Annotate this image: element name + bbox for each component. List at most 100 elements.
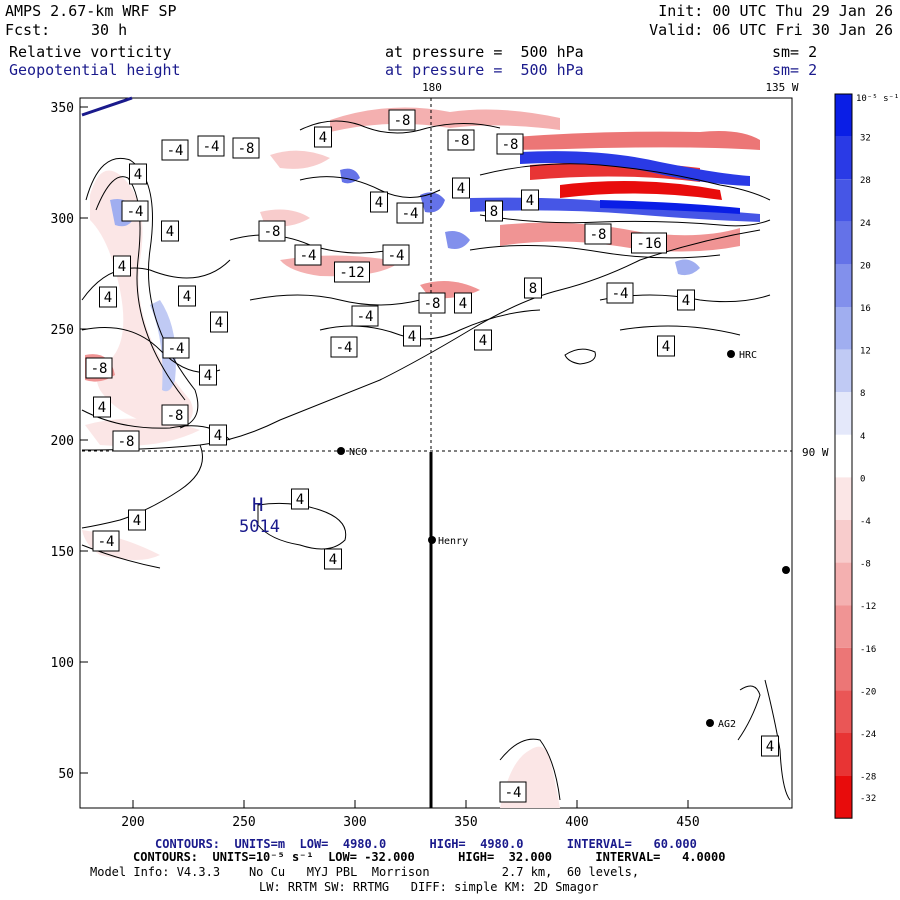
contour-label: 4 (314, 126, 332, 148)
contour-label: 8 (524, 277, 542, 299)
contour-label: -4 (499, 781, 527, 803)
contour-value: -4 (612, 286, 629, 302)
contour-label: 4 (403, 325, 421, 347)
lon-label-90w: 90 W (802, 446, 829, 459)
station-label: HRC (739, 350, 757, 361)
contour-label: 4 (210, 311, 228, 333)
station-henry[interactable]: Henry (428, 536, 468, 547)
x-tick-label: 250 (232, 815, 255, 830)
contour-value: -4 (402, 206, 419, 222)
contour-value: -8 (238, 141, 255, 157)
contour-label: -4 (161, 139, 189, 161)
colorbar-label: 4 (860, 432, 865, 442)
y-tick-label: 250 (51, 323, 74, 338)
station-label: AG2 (718, 719, 736, 730)
field2-smoothing: sm= 2 (772, 61, 818, 79)
x-tick-label: 400 (565, 815, 588, 830)
station-hrc[interactable]: HRC (727, 350, 757, 361)
contour-label: 4 (657, 335, 675, 357)
contour-label: -4 (351, 305, 379, 327)
field2-level: at pressure = 500 hPa (385, 61, 584, 79)
colorbar-swatch (835, 434, 852, 478)
contour-label: 4 (452, 177, 470, 199)
contour-label: -4 (330, 336, 358, 358)
y-axis: 350 300 250 200 150 100 50 (51, 101, 74, 782)
contour-value: -12 (339, 265, 364, 281)
contour-value: 4 (133, 513, 141, 529)
contour-label: -4 (197, 135, 225, 157)
colorbar-swatch (835, 562, 852, 606)
contour-value: -4 (336, 340, 353, 356)
contour-value: -4 (167, 143, 184, 159)
contour-value: -4 (357, 309, 374, 325)
contour-value: 4 (662, 339, 670, 355)
height-contour-info: CONTOURS: UNITS=m LOW= 4980.0 HIGH= 4980… (155, 837, 697, 851)
colorbar-swatch (835, 647, 852, 691)
contour-value: -4 (300, 248, 317, 264)
contour-label: -8 (232, 137, 260, 159)
high-value: 5014 (239, 517, 280, 537)
station-unlabeled[interactable] (782, 566, 790, 574)
contour-label: 4 (677, 289, 695, 311)
contour-label: -4 (396, 202, 424, 224)
y-tick-label: 100 (51, 656, 74, 671)
contour-value: 4 (457, 181, 465, 197)
colorbar-label: -16 (860, 645, 876, 655)
contour-label: 4 (93, 396, 111, 418)
contour-value: 4 (204, 368, 212, 384)
colorbar-unit: 10⁻⁵ s⁻¹ (856, 94, 899, 104)
contour-label: -8 (85, 357, 113, 379)
contour-label: -4 (121, 200, 149, 222)
contour-label: 4 (199, 364, 217, 386)
x-axis: 200 250 300 350 400 450 (121, 815, 699, 830)
colorbar-swatch (835, 605, 852, 648)
height-contour (81, 96, 133, 117)
contour-value: 4 (329, 552, 337, 568)
fcst-label: Fcst: (5, 21, 51, 39)
colorbar-label: -24 (860, 730, 876, 740)
colorbar-swatch (835, 307, 852, 350)
colorbar-swatch (835, 690, 852, 733)
colorbar-swatch (835, 179, 852, 222)
station-nco[interactable]: NCO (337, 447, 367, 458)
contour-value: -4 (203, 139, 220, 155)
colorbar-swatch (835, 520, 852, 563)
contour-value: -4 (505, 785, 522, 801)
contour-label: -16 (631, 232, 667, 254)
y-tick-label: 50 (58, 767, 74, 782)
contour-label: 4 (99, 286, 117, 308)
contour-label: -4 (606, 282, 634, 304)
colorbar-swatch (835, 775, 852, 819)
colorbar-label: 24 (860, 219, 871, 229)
x-tick-label: 350 (454, 815, 477, 830)
contour-value: -8 (590, 227, 607, 243)
fcst-value: 30 h (91, 21, 128, 39)
contour-label: -8 (112, 430, 140, 452)
colorbar-swatch (835, 392, 852, 435)
contour-value: 4 (766, 739, 774, 755)
station-label: Henry (438, 536, 468, 547)
contour-value: -8 (167, 408, 184, 424)
contour-label: 4 (128, 509, 146, 531)
graticule (82, 98, 792, 452)
colorbar-label: -20 (860, 687, 876, 697)
contour-label: -8 (388, 109, 416, 131)
field1-name: Relative vorticity (9, 43, 172, 61)
contour-label: 4 (161, 220, 179, 242)
colorbar: 10⁻⁵ s⁻¹ 32 28 24 20 16 12 8 4 0 -4 -8 -12 -16 -20 -24… (834, 93, 899, 819)
model-info: Model Info: V4.3.3 No Cu MYJ PBL Morriso… (90, 865, 640, 879)
contour-value: 4 (459, 296, 467, 312)
contour-value: -8 (502, 137, 519, 153)
colorbar-swatch (835, 136, 852, 180)
contour-label: 4 (474, 329, 492, 351)
contour-value: 8 (490, 204, 498, 220)
contour-label: -8 (418, 292, 446, 314)
station-ag2[interactable]: AG2 (706, 719, 736, 730)
contour-value: -16 (636, 236, 661, 252)
colorbar-label: 20 (860, 261, 871, 271)
y-tick-label: 350 (51, 101, 74, 116)
contour-label: 4 (324, 548, 342, 570)
colorbar-label: -4 (860, 517, 871, 527)
contour-label: -4 (382, 244, 410, 266)
model-title: AMPS 2.67-km WRF SP (5, 2, 177, 20)
